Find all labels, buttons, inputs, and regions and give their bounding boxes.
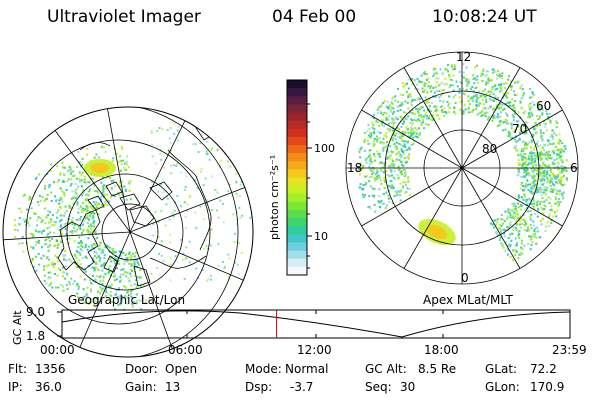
colorbar-band xyxy=(287,96,307,105)
colorbar-band xyxy=(287,120,307,130)
colorbar-band xyxy=(287,250,307,260)
altitude-ytick-low: 1.8 xyxy=(26,329,45,343)
glon-label: GLon: xyxy=(485,380,520,394)
gain-label: Gain: xyxy=(125,380,157,394)
lat-lon-grid xyxy=(3,107,253,357)
mode-label: Mode: xyxy=(245,362,282,376)
door-label: Door: xyxy=(125,362,158,376)
mlat-label-70: 70 xyxy=(512,122,527,136)
left-hotspot-core xyxy=(91,163,109,173)
colorbar-tick-100: 100 xyxy=(314,142,335,155)
time-tick-1800: 18:00 xyxy=(424,343,459,357)
gain-value: 13 xyxy=(165,380,181,394)
right-panel-caption: Apex MLat/MLT xyxy=(423,293,513,307)
seq-label: Seq: xyxy=(365,380,392,394)
colorbar-band xyxy=(287,112,307,122)
colorbar-band xyxy=(287,242,307,252)
colorbar-band xyxy=(287,210,307,219)
ip-label: IP: xyxy=(8,380,23,394)
intensity-colorbar: 100 10 photon cm⁻²s⁻¹ xyxy=(268,79,335,276)
altitude-plot: GC Alt 9.0 1.8 xyxy=(11,305,571,345)
left-aurora-speckle xyxy=(14,120,252,311)
gcalt-label: GC Alt: xyxy=(365,362,407,376)
right-hotspot-core xyxy=(426,224,448,240)
magnetic-image: 12 18 6 0 60 70 80 xyxy=(345,50,579,285)
mlat-label-80: 80 xyxy=(482,142,497,156)
flt-label: Flt: xyxy=(8,362,27,376)
glat-label: GLat: xyxy=(485,362,518,376)
mlat-label-60: 60 xyxy=(536,99,551,113)
date-label: 04 Feb 00 xyxy=(272,7,357,27)
colorbar-band xyxy=(287,226,307,235)
mlt-label-6: 6 xyxy=(570,161,578,175)
colorbar-band xyxy=(287,185,307,195)
right-aurora-speckle xyxy=(357,63,568,262)
right-aurora-hotspots xyxy=(418,218,456,246)
colorbar-unit-label: photon cm⁻²s⁻¹ xyxy=(268,155,281,240)
altitude-curve xyxy=(61,310,571,338)
colorbar-band xyxy=(287,145,307,154)
colorbar-band xyxy=(287,80,307,89)
gcalt-value: 8.5 Re xyxy=(418,362,457,376)
colorbar-band xyxy=(287,88,307,97)
dsp-value: -3.7 xyxy=(290,380,314,394)
mlt-label-12: 12 xyxy=(456,50,471,64)
mode-value: Normal xyxy=(285,362,329,376)
ip-value: 36.0 xyxy=(35,380,62,394)
colorbar-band xyxy=(287,104,307,114)
colorbar-band xyxy=(287,153,307,162)
glon-value: 170.9 xyxy=(530,380,565,394)
colorbar-band xyxy=(287,193,307,203)
mlat-mlt-grid xyxy=(345,51,579,285)
colorbar-band xyxy=(287,218,307,227)
left-aurora-hotspots xyxy=(84,159,116,177)
seq-value: 30 xyxy=(400,380,416,394)
colorbar-band xyxy=(287,128,307,138)
colorbar-band xyxy=(287,136,307,146)
altitude-ytick-high: 9.0 xyxy=(26,305,45,319)
geographic-image xyxy=(2,106,254,358)
time-tick-0000: 00:00 xyxy=(40,343,75,357)
flt-value: 1356 xyxy=(35,362,66,376)
time-tick-1200: 12:00 xyxy=(297,343,332,357)
colorbar-band xyxy=(287,169,307,179)
glat-value: 72.2 xyxy=(530,362,557,376)
colorbar-band xyxy=(287,177,307,187)
left-panel-caption: Geographic Lat/Lon xyxy=(68,293,186,307)
door-value: Open xyxy=(165,362,198,376)
time-label: 10:08:24 UT xyxy=(432,7,537,27)
colorbar-band xyxy=(287,161,307,170)
colorbar-tick-10: 10 xyxy=(314,230,328,243)
colorbar-band xyxy=(287,201,307,211)
dsp-label: Dsp: xyxy=(245,380,273,394)
colorbar-band xyxy=(287,258,307,268)
altitude-ylabel: GC Alt xyxy=(11,310,24,345)
instrument-title: Ultraviolet Imager xyxy=(47,7,201,27)
time-tick-0600: 06:00 xyxy=(168,343,203,357)
time-tick-2359: 23:59 xyxy=(552,343,587,357)
mlt-label-0: 0 xyxy=(461,271,469,285)
mlt-label-18: 18 xyxy=(347,161,362,175)
colorbar-band xyxy=(287,234,307,244)
colorbar-band xyxy=(287,266,307,276)
